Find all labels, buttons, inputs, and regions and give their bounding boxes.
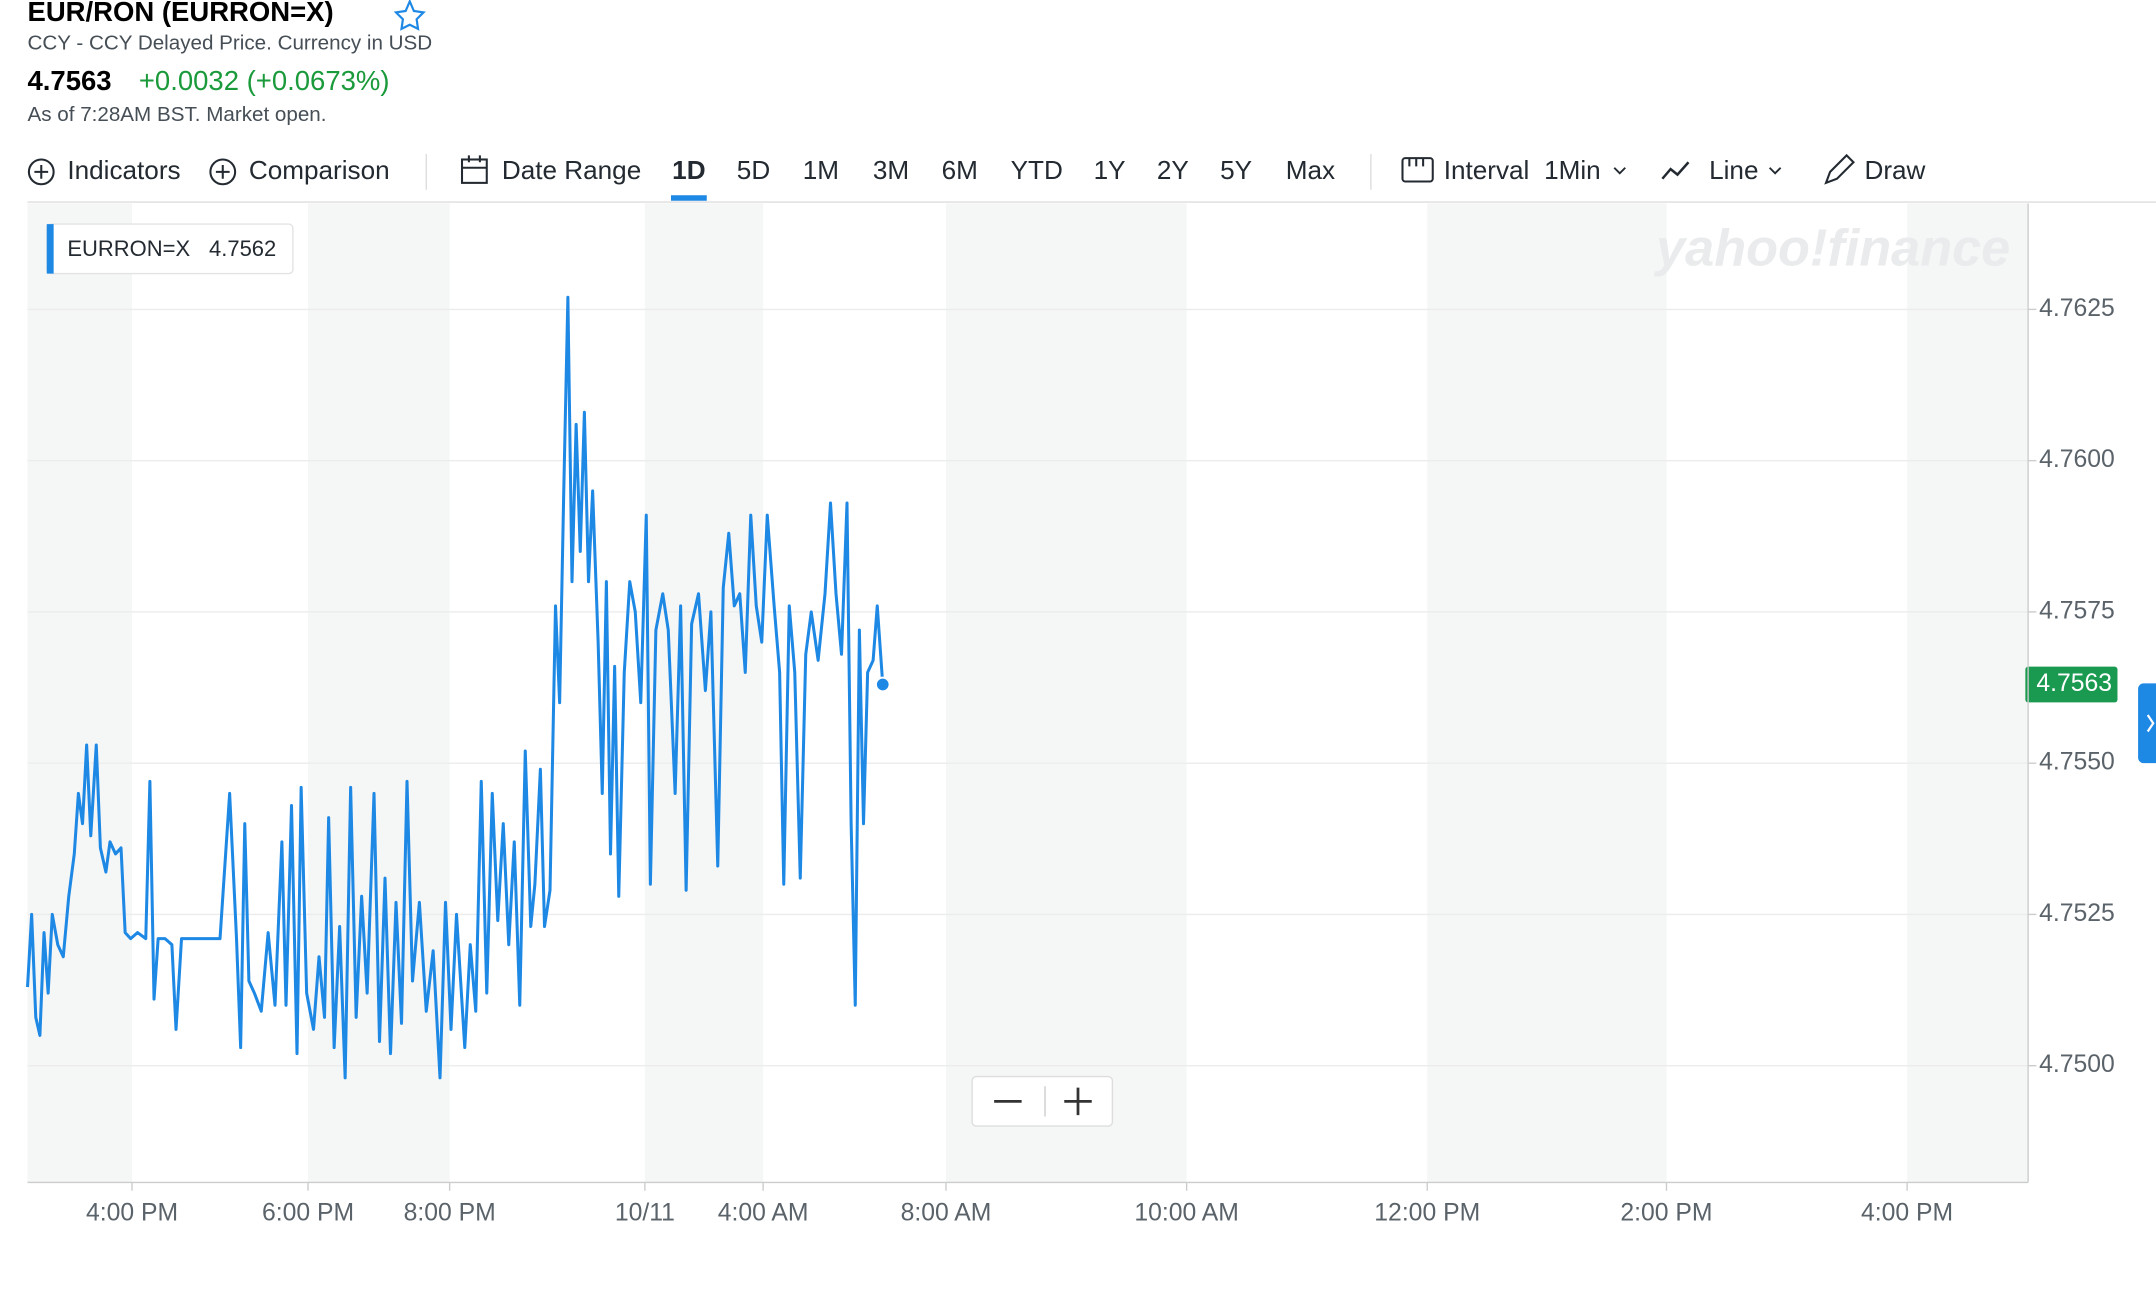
- indicators-button[interactable]: Indicators: [27, 155, 181, 186]
- legend-name: EURRON=X: [67, 236, 190, 261]
- range-button[interactable]: Max: [1286, 155, 1335, 185]
- zoom-controls: [971, 1075, 1114, 1127]
- x-tick-label: 4:00 AM: [718, 1200, 809, 1227]
- y-tick-label: 4.7550: [2039, 749, 2115, 776]
- x-tick-label: 4:00 PM: [86, 1200, 178, 1227]
- range-button[interactable]: 6M: [942, 155, 978, 185]
- range-button[interactable]: 5D: [737, 155, 770, 185]
- watchlist-star[interactable]: [393, 0, 426, 31]
- title: EUR/RON (EURRON=X): [28, 0, 334, 27]
- comparison-label: Comparison: [249, 155, 390, 185]
- zoom-in[interactable]: [1064, 1087, 1092, 1116]
- as-of: As of 7:28AM BST. Market open.: [28, 103, 327, 126]
- draw-label: Draw: [1864, 155, 1925, 185]
- legend-value: 4.7562: [209, 236, 276, 261]
- y-tick-label: 4.7600: [2039, 446, 2115, 473]
- range-button[interactable]: 1M: [803, 155, 839, 185]
- x-tick-label: 8:00 PM: [404, 1200, 496, 1227]
- date-range-label: Date Range: [502, 155, 641, 185]
- range-button[interactable]: 3M: [873, 155, 909, 185]
- y-tick-label: 4.7525: [2039, 900, 2115, 927]
- legend-tooltip: EURRON=X 4.7562: [46, 223, 294, 275]
- subtitle: CCY - CCY Delayed Price. Currency in USD: [28, 31, 433, 54]
- side-panel-toggle[interactable]: [2138, 683, 2156, 764]
- chart-style-button[interactable]: Line: [1661, 155, 1782, 185]
- active-range-underline: [671, 195, 707, 201]
- x-tick-label: 2:00 PM: [1620, 1200, 1712, 1227]
- x-tick-label: 8:00 AM: [901, 1200, 992, 1227]
- x-tick-label: 10/11: [615, 1200, 675, 1227]
- date-range-button[interactable]: Date Range: [460, 155, 641, 185]
- range-button[interactable]: 5Y: [1220, 155, 1252, 185]
- range-button[interactable]: 1Y: [1094, 155, 1126, 185]
- x-tick-label: 6:00 PM: [262, 1200, 354, 1227]
- y-tick-label: 4.7625: [2039, 295, 2115, 322]
- price-line: [26, 295, 885, 1080]
- price-badge-label: 4.7563: [2036, 670, 2112, 697]
- interval-button[interactable]: Interval 1Min: [1401, 155, 1626, 185]
- session-bands: [27, 203, 2029, 1183]
- indicators-label: Indicators: [67, 155, 180, 185]
- x-tick-label: 4:00 PM: [1861, 1200, 1953, 1227]
- watermark: yahoo!finance: [1653, 219, 2010, 277]
- range-button[interactable]: 1D: [672, 155, 705, 185]
- draw-button[interactable]: Draw: [1824, 153, 1926, 185]
- chart-style-label: Line: [1709, 155, 1758, 185]
- price-badge: [2025, 666, 2118, 703]
- price: 4.7563: [28, 65, 112, 96]
- last-point: [874, 676, 891, 693]
- range-button[interactable]: YTD: [1011, 155, 1063, 185]
- range-button[interactable]: 2Y: [1157, 155, 1189, 185]
- price-change: +0.0032 (+0.0673%): [139, 65, 390, 96]
- y-tick-label: 4.7575: [2039, 597, 2115, 624]
- y-tick-label: 4.7500: [2039, 1051, 2115, 1078]
- comparison-button[interactable]: Comparison: [209, 155, 390, 186]
- interval-label: Interval: [1444, 155, 1530, 185]
- x-tick-label: 12:00 PM: [1374, 1200, 1480, 1227]
- interval-value: 1Min: [1544, 155, 1601, 185]
- x-tick-label: 10:00 AM: [1134, 1200, 1239, 1227]
